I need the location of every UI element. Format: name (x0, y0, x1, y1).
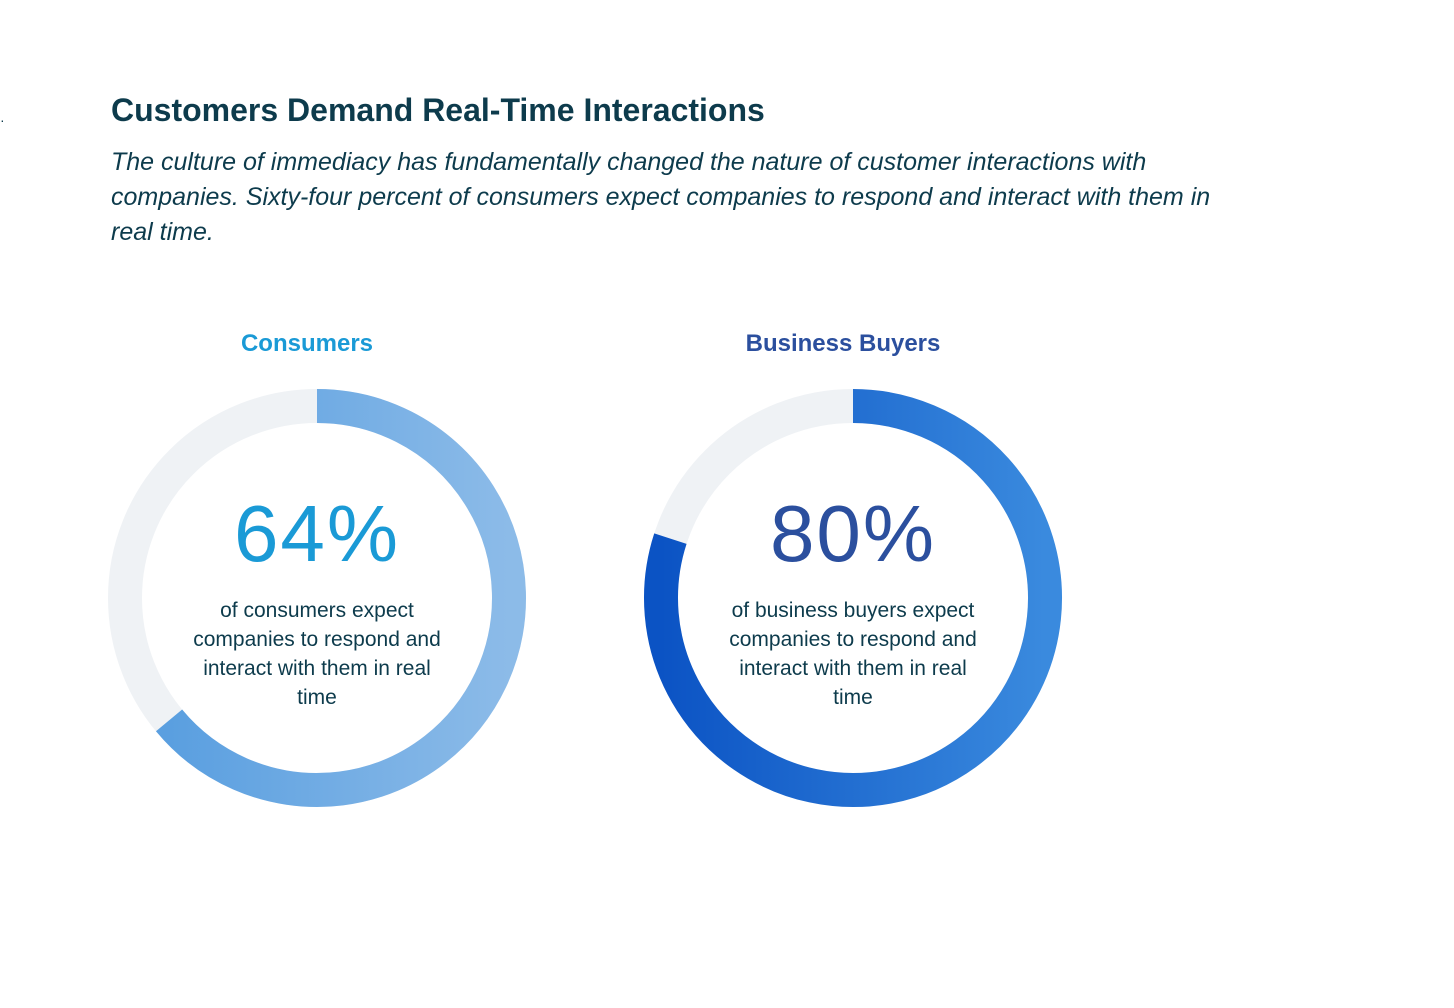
consumers-donut-svg (108, 389, 526, 807)
edge-mark: · (0, 112, 5, 128)
business-buyers-donut-chart: Business Buyers 80% of business buyers e… (633, 320, 1073, 820)
consumers-percent-value: 64% (233, 489, 401, 578)
business-buyers-chart-title: Business Buyers (745, 330, 941, 357)
business-buyers-percent-value: 80% (769, 489, 937, 578)
consumers-chart-title: Consumers (240, 330, 374, 357)
business-buyers-caption: of business buyers expect companies to r… (729, 599, 977, 709)
page-subtitle: The culture of immediacy has fundamental… (111, 148, 1211, 246)
donut-arc-business-buyers (644, 389, 1062, 807)
page-title: Customers Demand Real-Time Interactions (111, 92, 765, 128)
consumers-donut-chart: Consumers 64% of consumers expect compan… (97, 320, 537, 820)
donut-arc-consumers (155, 389, 526, 807)
business-buyers-donut-svg (644, 389, 1062, 807)
consumers-caption: of consumers expect companies to respond… (193, 599, 441, 709)
